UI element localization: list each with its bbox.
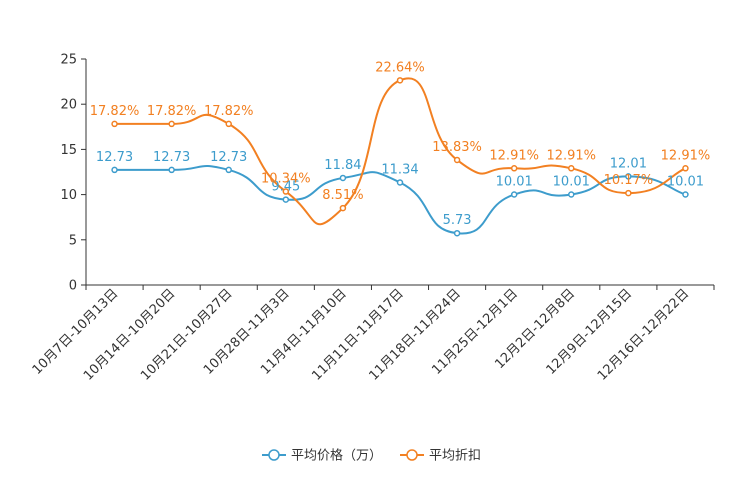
data-label: 12.91% xyxy=(489,148,539,163)
data-point[interactable] xyxy=(453,156,461,164)
data-label: 17.82% xyxy=(147,104,197,119)
data-point[interactable] xyxy=(453,229,461,237)
data-point[interactable] xyxy=(396,77,404,84)
legend-circle-icon xyxy=(406,449,418,461)
data-point[interactable] xyxy=(282,196,290,203)
data-point[interactable] xyxy=(282,188,290,195)
data-label: 12.01 xyxy=(610,156,647,171)
data-point[interactable] xyxy=(510,165,518,172)
data-label: 13.83% xyxy=(432,140,482,155)
data-labels: 12.73 12.73 12.73 9.45 11.84 11.34 5.73 10.01 10… xyxy=(90,60,710,228)
data-point[interactable] xyxy=(568,165,575,172)
data-point[interactable] xyxy=(682,191,689,198)
legend[interactable]: 平均价格（万） 平均折扣 xyxy=(262,448,481,464)
legend-label: 平均折扣 xyxy=(429,449,481,464)
data-label: 12.91% xyxy=(546,148,596,163)
data-label: 11.84 xyxy=(324,158,361,173)
data-label: 17.82% xyxy=(90,104,140,119)
data-label: 12.73 xyxy=(210,150,247,165)
data-point[interactable] xyxy=(339,174,347,182)
y-tick-label: 20 xyxy=(60,98,77,113)
axes: 051015202510月7日-10月13日10月14日-10月20日10月21… xyxy=(30,53,715,384)
data-label: 12.91% xyxy=(661,148,711,163)
y-tick-label: 0 xyxy=(69,279,77,294)
series-lines xyxy=(114,77,686,235)
data-label: 10.01 xyxy=(496,175,533,190)
data-label: 11.34 xyxy=(381,162,418,177)
data-label: 10.17% xyxy=(604,173,654,188)
data-point[interactable] xyxy=(225,120,232,128)
data-point[interactable] xyxy=(339,204,347,212)
data-point[interactable] xyxy=(510,191,518,198)
y-tick-label: 5 xyxy=(69,233,77,248)
data-point[interactable] xyxy=(111,166,118,174)
y-tick-label: 15 xyxy=(60,143,77,158)
data-label: 10.34% xyxy=(261,172,311,187)
data-label: 8.51% xyxy=(322,188,363,203)
data-point[interactable] xyxy=(396,179,404,186)
legend-circle-icon xyxy=(268,449,280,461)
data-point[interactable] xyxy=(625,189,632,197)
data-label: 10.01 xyxy=(553,175,590,190)
data-label: 5.73 xyxy=(443,213,472,228)
data-point[interactable] xyxy=(111,120,118,128)
data-label: 22.64% xyxy=(375,60,425,75)
data-point[interactable] xyxy=(168,166,175,174)
legend-label: 平均价格（万） xyxy=(291,448,382,464)
series-line-1 xyxy=(114,77,686,226)
data-point[interactable] xyxy=(168,120,175,128)
series-line-0 xyxy=(114,164,686,235)
legend-item-1[interactable]: 平均折扣 xyxy=(400,449,481,464)
legend-item-0[interactable]: 平均价格（万） xyxy=(262,448,382,464)
y-tick-label: 10 xyxy=(60,188,77,203)
data-point[interactable] xyxy=(682,165,689,172)
y-tick-label: 25 xyxy=(60,53,77,68)
data-label: 12.73 xyxy=(96,150,133,165)
data-label: 12.73 xyxy=(153,150,190,165)
data-label: 10.01 xyxy=(667,175,704,190)
data-label: 9.45 xyxy=(271,180,300,195)
data-label: 17.82% xyxy=(204,104,254,119)
data-point[interactable] xyxy=(568,191,575,198)
data-point[interactable] xyxy=(625,173,632,180)
data-point[interactable] xyxy=(225,166,232,174)
series-points xyxy=(111,77,689,237)
